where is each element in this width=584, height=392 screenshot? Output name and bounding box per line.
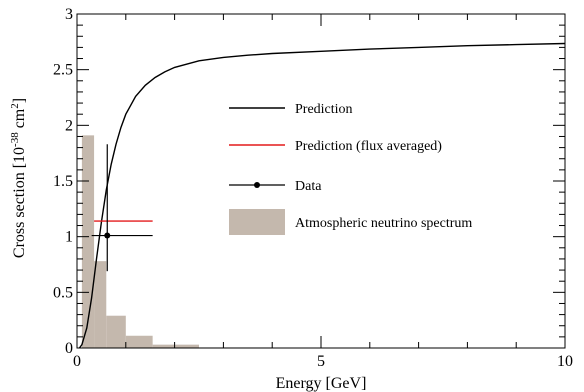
y-axis-label-unit: cm [11,108,28,132]
histogram-bar-1 [94,261,107,348]
y-axis-label-exp: -38 [9,132,21,147]
prediction-curve [78,42,566,349]
y-tick-label-1: 0.5 [53,284,73,301]
histogram-bar-2 [106,315,126,348]
y-tick-label-4: 2 [65,117,73,134]
legend-label-data: Data [295,179,322,194]
data-point [104,232,111,239]
legend-label-flux-averaged: Prediction (flux averaged) [295,139,442,154]
legend-label-prediction: Prediction [295,102,353,117]
y-axis-label-base: Cross section [10 [11,147,28,258]
y-axis-label-exp2: 2 [9,103,21,109]
legend: Prediction Prediction (flux averaged) Data… [229,102,472,235]
axis-ticks [76,13,566,349]
legend-swatch-spectrum [229,209,285,235]
y-axis-label: Cross section [10-38 cm2] [9,98,28,258]
series-layer [78,42,566,349]
legend-label-spectrum: Atmospheric neutrino spectrum [295,216,472,231]
y-tick-label-2: 1 [65,229,73,246]
tick-labels: 0 5 10 0 0.5 1 1.5 2 2.5 3 [53,6,573,370]
x-tick-label-0: 0 [73,353,81,370]
histogram-bar-0 [81,135,95,348]
y-tick-label-3: 1.5 [53,173,73,190]
x-tick-label-1: 5 [317,353,325,370]
legend-swatch-data-point [254,182,260,188]
x-axis-label: Energy [GeV] [276,375,367,392]
histogram-bar-4 [152,344,199,348]
y-tick-label-0: 0 [65,340,73,357]
y-tick-label-6: 3 [65,6,73,23]
spectrum-histogram [81,135,273,348]
x-tick-label-2: 10 [557,353,573,370]
y-tick-label-5: 2.5 [53,62,73,79]
y-axis-label-end: ] [11,98,28,103]
histogram-bar-3 [125,335,153,348]
